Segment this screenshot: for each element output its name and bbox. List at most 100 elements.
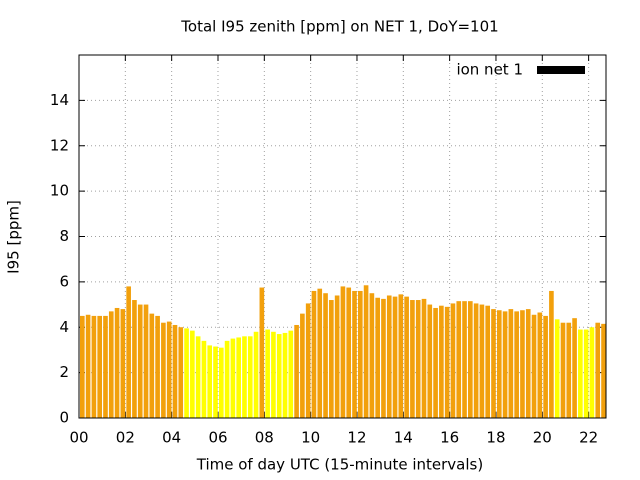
bar — [265, 329, 270, 418]
bar — [178, 327, 184, 418]
bar — [230, 338, 236, 418]
bar — [392, 296, 398, 418]
bar — [103, 315, 108, 418]
bar — [317, 288, 323, 418]
bar — [554, 319, 560, 418]
bar — [253, 331, 259, 418]
x-tick-label: 00 — [69, 429, 88, 447]
bar — [491, 309, 496, 418]
bar — [456, 301, 462, 418]
bar — [218, 347, 224, 418]
bar — [479, 304, 485, 418]
legend-label: ion net 1 — [456, 61, 523, 79]
bar — [282, 332, 288, 418]
bar — [468, 301, 473, 418]
bar — [410, 300, 415, 418]
bar — [369, 293, 375, 418]
bar — [207, 345, 213, 418]
x-tick-label: 22 — [579, 429, 598, 447]
bar — [259, 287, 265, 418]
bar — [398, 294, 404, 418]
bar — [549, 290, 554, 418]
bar — [85, 314, 91, 418]
bar — [520, 310, 525, 418]
bar — [566, 322, 572, 418]
bar — [363, 285, 369, 418]
legend-swatch — [537, 66, 585, 74]
bar — [462, 301, 467, 418]
bar — [190, 330, 195, 418]
y-tick-label: 6 — [59, 272, 69, 290]
bar — [271, 331, 276, 418]
bar — [149, 313, 155, 418]
bar — [601, 323, 606, 418]
bar — [201, 340, 207, 418]
bar — [473, 303, 479, 418]
bar — [172, 324, 178, 418]
bar — [155, 315, 160, 418]
y-axis-label: I95 [ppm] — [5, 200, 23, 274]
x-tick-label: 16 — [440, 429, 459, 447]
bar — [143, 304, 149, 418]
bar — [236, 337, 241, 418]
bar — [537, 312, 543, 418]
bar — [213, 346, 218, 418]
bar — [595, 322, 601, 418]
x-tick-label: 12 — [347, 429, 366, 447]
bar — [97, 315, 103, 418]
bar — [375, 297, 380, 418]
bar — [224, 340, 230, 418]
x-axis-label: Time of day UTC (15-minute intervals) — [196, 456, 483, 474]
x-tick-label: 02 — [116, 429, 135, 447]
bar — [508, 309, 514, 418]
bar — [531, 314, 537, 418]
bar — [525, 309, 531, 418]
y-tick-label: 4 — [59, 318, 69, 336]
bar — [346, 287, 352, 418]
bar — [294, 324, 299, 418]
bar — [126, 286, 131, 418]
bar — [305, 303, 311, 418]
x-tick-label: 18 — [486, 429, 505, 447]
bar — [195, 336, 201, 418]
bar — [137, 304, 143, 418]
bar — [329, 300, 334, 418]
bar — [485, 305, 491, 418]
bar — [323, 293, 328, 418]
x-tick-label: 10 — [301, 429, 320, 447]
bar — [166, 321, 172, 418]
x-tick-label: 20 — [533, 429, 552, 447]
bar — [514, 311, 519, 418]
bar — [444, 306, 450, 418]
bar — [439, 305, 444, 418]
bar — [276, 334, 282, 418]
y-tick-label: 2 — [59, 363, 69, 381]
bar — [381, 298, 386, 418]
y-tick-label: 12 — [50, 136, 69, 154]
bar — [404, 296, 409, 418]
bar — [583, 329, 589, 418]
bar — [311, 290, 317, 418]
bar — [120, 309, 126, 418]
bar — [114, 307, 120, 418]
bar — [300, 313, 305, 418]
bar — [502, 311, 508, 418]
bar — [578, 329, 583, 418]
chart-title: Total I95 zenith [ppm] on NET 1, DoY=101 — [180, 18, 498, 36]
bar — [421, 298, 427, 418]
bar — [340, 286, 346, 418]
x-tick-label: 04 — [162, 429, 181, 447]
bar — [589, 327, 595, 418]
y-tick-label: 14 — [50, 91, 69, 109]
bar — [352, 290, 357, 418]
bar — [247, 336, 253, 418]
bar — [334, 295, 340, 418]
y-tick-label: 0 — [59, 409, 69, 427]
bar — [572, 318, 577, 418]
x-tick-label: 06 — [208, 429, 227, 447]
bar — [357, 290, 363, 418]
bar — [386, 295, 392, 418]
bar — [108, 311, 114, 418]
x-tick-label: 08 — [255, 429, 274, 447]
